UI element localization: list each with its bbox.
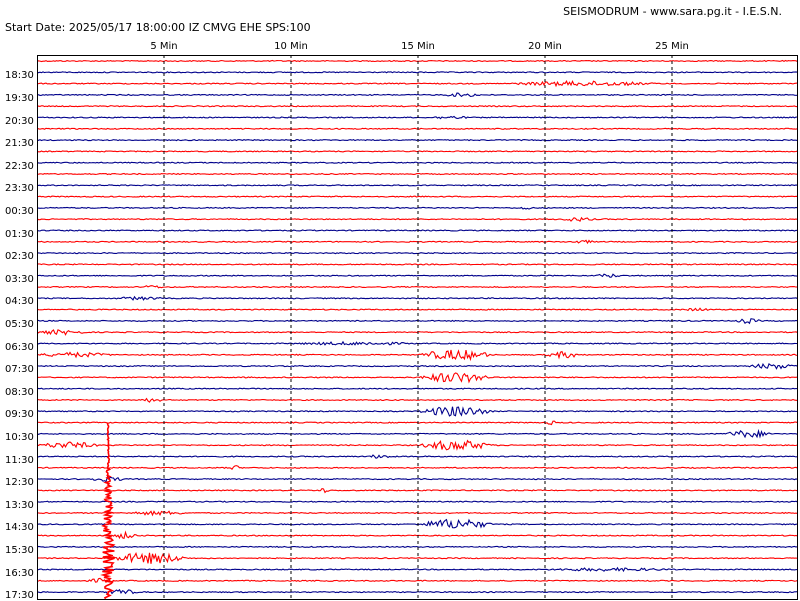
trace-group xyxy=(37,59,798,600)
seismic-trace xyxy=(37,406,798,417)
seismic-trace xyxy=(37,59,798,63)
time-label: 15:30 xyxy=(5,544,34,556)
seismic-trace xyxy=(37,428,798,439)
time-label: 04:30 xyxy=(5,296,34,308)
time-label: 23:30 xyxy=(5,183,34,195)
seismic-trace xyxy=(37,216,798,223)
seismic-trace xyxy=(37,465,798,470)
seismogram-plot xyxy=(37,55,798,600)
seismic-trace xyxy=(37,307,798,312)
seismic-trace xyxy=(37,206,798,210)
seismic-trace xyxy=(37,71,798,74)
time-label: 12:30 xyxy=(5,477,34,489)
time-label: 20:30 xyxy=(5,115,34,127)
time-label: 13:30 xyxy=(5,499,34,511)
seismic-trace xyxy=(37,577,798,584)
time-label: 06:30 xyxy=(5,341,34,353)
time-label: 19:30 xyxy=(5,92,34,104)
minute-gridlines xyxy=(163,55,673,600)
seismic-trace xyxy=(37,295,798,301)
seismic-trace xyxy=(37,263,798,266)
time-label: 21:30 xyxy=(5,138,34,150)
seismic-trace xyxy=(37,518,798,529)
seismic-trace xyxy=(37,329,798,336)
time-label: 07:30 xyxy=(5,364,34,376)
time-label: 17:30 xyxy=(5,590,34,601)
minute-label: 25 Min xyxy=(655,41,689,52)
seismic-trace xyxy=(37,79,798,88)
time-label: 14:30 xyxy=(5,522,34,534)
seismic-trace xyxy=(37,362,798,370)
seismic-trace xyxy=(37,92,798,98)
seismic-trace xyxy=(37,273,798,278)
seismic-trace xyxy=(37,487,798,494)
time-label: 05:30 xyxy=(5,318,34,330)
station-info: Start Date: 2025/05/17 18:00:00 IZ CMVG … xyxy=(5,21,311,34)
seismic-trace xyxy=(37,229,798,232)
seismic-trace xyxy=(37,439,798,451)
time-label: 02:30 xyxy=(5,251,34,263)
seismic-trace xyxy=(37,195,798,198)
seismic-trace xyxy=(37,115,798,120)
seismic-trace xyxy=(37,138,798,142)
time-label: 00:30 xyxy=(5,205,34,217)
seismic-trace xyxy=(37,500,798,503)
seismic-trace xyxy=(37,349,798,362)
seismic-trace xyxy=(37,566,798,573)
time-label: 03:30 xyxy=(5,273,34,285)
seismic-trace xyxy=(37,475,798,483)
seismic-trace xyxy=(37,551,798,564)
seismic-trace xyxy=(37,285,798,289)
time-label: 10:30 xyxy=(5,431,34,443)
earthquake-spike xyxy=(100,422,116,600)
seismic-trace xyxy=(37,172,798,176)
time-label: 22:30 xyxy=(5,160,34,172)
time-label: 11:30 xyxy=(5,454,34,466)
seismic-trace xyxy=(37,318,798,325)
seismic-trace xyxy=(37,105,798,108)
seismic-trace xyxy=(37,184,798,187)
seismic-trace xyxy=(37,545,798,549)
time-label: 09:30 xyxy=(5,409,34,421)
time-label: 08:30 xyxy=(5,386,34,398)
seismic-trace xyxy=(37,387,798,390)
seismic-trace xyxy=(37,372,798,384)
seismic-trace xyxy=(37,340,798,346)
minute-label: 20 Min xyxy=(528,41,562,52)
minute-label: 15 Min xyxy=(401,41,435,52)
seismic-trace xyxy=(37,530,798,540)
credit-text: SEISMODRUM - www.sara.pg.it - I.E.S.N. xyxy=(563,5,782,18)
seismic-trace xyxy=(37,397,798,403)
minute-label: 5 Min xyxy=(150,41,178,52)
seismic-trace xyxy=(37,150,798,153)
seismic-trace xyxy=(37,127,798,130)
time-label: 01:30 xyxy=(5,228,34,240)
seismic-trace xyxy=(37,161,798,164)
seismic-trace xyxy=(37,454,798,459)
seismic-trace xyxy=(37,510,798,517)
seismic-trace xyxy=(37,251,798,255)
time-label: 16:30 xyxy=(5,567,34,579)
seismic-trace xyxy=(37,420,798,426)
minute-label: 10 Min xyxy=(274,41,308,52)
seismic-trace xyxy=(37,588,798,595)
time-label: 18:30 xyxy=(5,70,34,82)
seismic-trace xyxy=(37,239,798,245)
